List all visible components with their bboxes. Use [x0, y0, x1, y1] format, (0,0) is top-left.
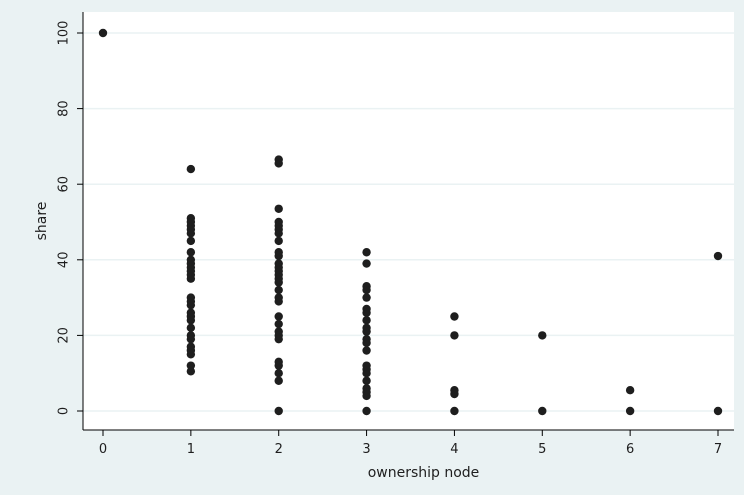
data-point [450, 312, 459, 321]
data-point [625, 386, 635, 395]
y-tick-label: 40 [57, 252, 72, 269]
data-point [186, 248, 196, 257]
y-tick-label: 100 [57, 21, 72, 46]
data-point [713, 251, 723, 261]
data-point [362, 369, 371, 378]
data-point [274, 312, 283, 321]
data-point [186, 316, 196, 325]
data-point [713, 406, 723, 416]
y-tick-label: 60 [57, 176, 72, 193]
plot-area [83, 12, 734, 430]
data-point [274, 369, 283, 378]
y-axis: 0 20 40 60 80 100 [57, 12, 84, 430]
data-point [186, 274, 196, 283]
data-point [362, 293, 371, 302]
data-point [186, 334, 196, 344]
y-axis-title: share [34, 202, 50, 241]
y-tick-label: 80 [57, 100, 72, 117]
data-point [274, 319, 283, 329]
data-point [450, 331, 459, 340]
data-point [362, 327, 371, 336]
y-tick-label: 0 [57, 407, 72, 415]
data-point [450, 389, 459, 399]
data-point [186, 164, 196, 174]
data-point [186, 300, 196, 310]
data-point [186, 367, 196, 376]
data-point [450, 406, 459, 416]
data-point [274, 236, 283, 246]
data-point [362, 285, 371, 295]
data-point [274, 229, 283, 238]
data-point [274, 406, 283, 416]
data-point [186, 350, 196, 359]
data-point [274, 285, 283, 295]
y-tick-label: 20 [57, 327, 72, 344]
data-point [274, 297, 283, 306]
data-point [98, 28, 108, 38]
x-tick-label: 0 [99, 442, 107, 457]
data-point [186, 323, 196, 333]
data-point [362, 346, 371, 355]
data-point [362, 338, 371, 348]
data-point [362, 248, 371, 257]
data-point [186, 229, 196, 238]
data-point [362, 308, 371, 317]
x-axis: 0 1 2 3 4 5 6 7 [83, 429, 734, 457]
data-point [274, 361, 283, 370]
x-tick-label: 5 [538, 442, 546, 457]
data-point [274, 159, 283, 168]
x-tick-label: 1 [187, 442, 195, 457]
data-point [362, 316, 371, 325]
data-point [362, 391, 371, 401]
x-tick-label: 2 [275, 442, 283, 457]
data-points [98, 28, 723, 416]
x-axis-title: ownership node [368, 465, 480, 481]
data-point [274, 334, 283, 344]
data-point [362, 376, 371, 385]
data-point [362, 406, 371, 416]
data-point [625, 406, 635, 416]
x-tick-label: 3 [362, 442, 370, 457]
x-tick-label: 7 [714, 442, 722, 457]
data-point [274, 376, 283, 385]
x-tick-label: 4 [450, 442, 458, 457]
data-point [538, 406, 547, 416]
data-point [274, 204, 283, 213]
data-point [538, 331, 547, 340]
data-point [362, 259, 371, 268]
data-point [274, 278, 283, 287]
data-point [186, 236, 196, 246]
x-tick-label: 6 [626, 442, 634, 457]
data-point [274, 251, 283, 261]
